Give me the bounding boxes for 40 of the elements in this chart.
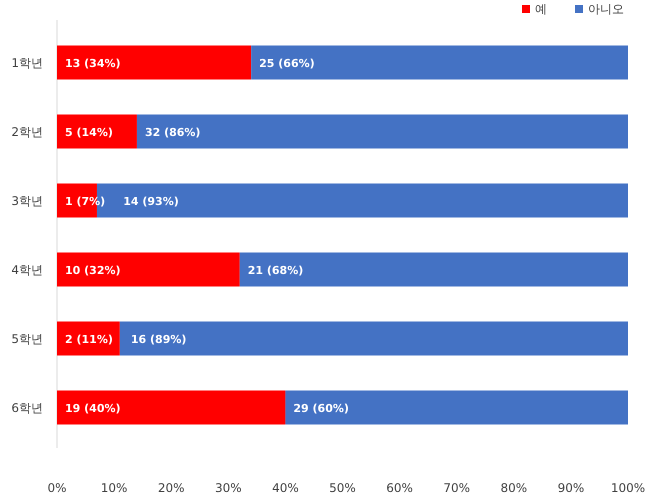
y-tick-label: 3학년 bbox=[11, 194, 43, 208]
x-tick-label: 50% bbox=[329, 481, 356, 495]
bar bbox=[251, 46, 628, 80]
data-label: 10 (32%) bbox=[65, 264, 121, 277]
bar bbox=[285, 390, 628, 424]
data-label: 16 (89%) bbox=[130, 333, 186, 346]
x-tick-label: 20% bbox=[158, 481, 185, 495]
data-label: 32 (86%) bbox=[144, 126, 200, 139]
y-tick-label: 1학년 bbox=[11, 56, 43, 70]
x-tick-label: 10% bbox=[100, 481, 128, 495]
x-tick-label: 80% bbox=[500, 481, 528, 495]
bar bbox=[57, 46, 252, 80]
data-label: 13 (34%) bbox=[65, 57, 121, 70]
data-label: 19 (40%) bbox=[65, 402, 121, 415]
bar bbox=[57, 322, 120, 356]
bar bbox=[120, 322, 628, 356]
bar bbox=[57, 114, 137, 148]
data-label: 29 (60%) bbox=[293, 402, 349, 415]
bar bbox=[136, 114, 628, 148]
bar bbox=[57, 252, 240, 286]
y-tick-label: 2학년 bbox=[11, 125, 43, 139]
data-label: 2 (11%) bbox=[65, 333, 113, 346]
x-tick-label: 60% bbox=[386, 481, 413, 495]
legend-label: 아니오 bbox=[588, 2, 624, 16]
x-tick-label: 0% bbox=[47, 481, 67, 495]
data-label: 5 (14%) bbox=[65, 126, 113, 139]
x-tick-label: 70% bbox=[443, 481, 470, 495]
x-tick-label: 30% bbox=[214, 481, 242, 495]
bar bbox=[57, 390, 286, 424]
data-label: 21 (68%) bbox=[248, 264, 304, 277]
x-tick-label: 100% bbox=[610, 481, 646, 495]
y-tick-label: 6학년 bbox=[11, 401, 43, 415]
bar bbox=[240, 252, 628, 286]
legend-label: 예 bbox=[535, 2, 547, 16]
x-tick-label: 40% bbox=[272, 481, 299, 495]
data-label: 25 (66%) bbox=[259, 57, 315, 70]
x-tick-label: 90% bbox=[558, 481, 584, 495]
y-tick-label: 4학년 bbox=[11, 263, 43, 277]
data-label: 14 (93%) bbox=[123, 195, 179, 208]
y-tick-label: 5학년 bbox=[11, 332, 43, 346]
